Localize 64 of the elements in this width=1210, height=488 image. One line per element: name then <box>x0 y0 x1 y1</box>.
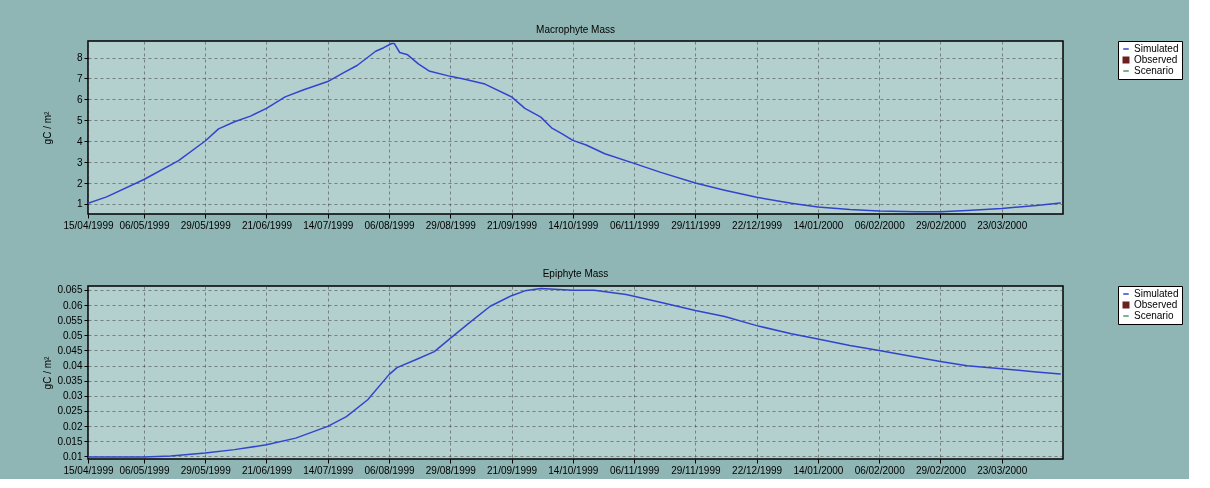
x-tick-label: 06/05/1999 <box>119 464 170 476</box>
line-series <box>88 42 1062 213</box>
y-tick-label: 0.01 <box>63 450 83 462</box>
legend-label: Scenario <box>1134 310 1174 321</box>
y-tick-label: 1 <box>76 198 83 210</box>
x-tick-label: 22/12/1999 <box>732 219 783 231</box>
y-tick-label: 0.025 <box>57 405 83 417</box>
x-tick-label: 21/06/1999 <box>241 464 293 476</box>
y-tick-label: 0.065 <box>57 284 83 296</box>
x-tick-label: 23/03/2000 <box>977 219 1028 231</box>
legend-label: Simulated <box>1134 43 1179 54</box>
x-tick-label: 06/02/2000 <box>854 464 906 476</box>
x-tick-label: 29/02/2000 <box>915 464 967 476</box>
legend-label: Scenario <box>1134 65 1174 76</box>
x-tick-label: 14/10/1999 <box>548 219 599 231</box>
x-tick-label: 14/07/1999 <box>303 219 354 231</box>
y-tick-label: 0.03 <box>63 390 83 402</box>
x-tick-label: 14/01/2000 <box>793 219 844 231</box>
x-tick-label: 29/08/1999 <box>425 464 477 476</box>
y-tick-label: 0.015 <box>57 435 83 447</box>
y-tick-label: 0.035 <box>57 375 83 387</box>
x-tick-label: 06/08/1999 <box>364 219 415 231</box>
x-tick-label: 29/05/1999 <box>180 219 232 231</box>
x-tick-label: 21/06/1999 <box>241 219 293 231</box>
y-tick-label: 2 <box>76 177 83 189</box>
y-tick-label: 4 <box>76 135 83 147</box>
y-tick-label: 6 <box>76 93 83 105</box>
y-tick-label: 5 <box>76 114 83 126</box>
y-tick-label: 0.06 <box>63 299 83 311</box>
x-tick-label: 06/08/1999 <box>364 464 415 476</box>
legend-label: Observed <box>1134 54 1178 65</box>
y-tick-label: 8 <box>76 52 83 64</box>
y-tick-label: 0.05 <box>63 329 83 341</box>
x-tick-label: 29/11/1999 <box>671 464 721 476</box>
x-tick-label: 06/02/2000 <box>854 219 906 231</box>
x-tick-label: 21/09/1999 <box>487 464 538 476</box>
chart-title: Macrophyte Mass <box>536 23 615 35</box>
x-tick-label: 14/07/1999 <box>303 464 354 476</box>
x-tick-label: 06/11/1999 <box>609 464 660 476</box>
y-tick-label: 0.045 <box>57 344 83 356</box>
x-tick-label: 15/04/1999 <box>63 219 114 231</box>
x-tick-label: 22/12/1999 <box>732 464 783 476</box>
x-tick-label: 06/05/1999 <box>119 219 170 231</box>
x-tick-label: 29/02/2000 <box>915 219 967 231</box>
y-tick-label: 0.02 <box>63 420 83 432</box>
x-tick-label: 14/01/2000 <box>793 464 844 476</box>
y-axis-title: gC / m² <box>41 355 53 390</box>
x-tick-label: 21/09/1999 <box>487 219 538 231</box>
x-tick-label: 15/04/1999 <box>63 464 114 476</box>
x-tick-label: 29/05/1999 <box>180 464 232 476</box>
y-tick-label: 3 <box>76 156 83 168</box>
y-axis-title: gC / m² <box>41 110 53 145</box>
line-series <box>88 287 1062 458</box>
x-tick-label: 14/10/1999 <box>548 464 599 476</box>
legend-label: Simulated <box>1134 288 1179 299</box>
y-tick-label: 7 <box>76 72 83 84</box>
y-tick-label: 0.04 <box>63 360 83 372</box>
x-tick-label: 06/11/1999 <box>609 219 660 231</box>
y-tick-label: 0.055 <box>57 314 83 326</box>
x-tick-label: 23/03/2000 <box>977 464 1028 476</box>
x-tick-label: 29/08/1999 <box>425 219 477 231</box>
x-tick-label: 29/11/1999 <box>671 219 721 231</box>
legend-label: Observed <box>1134 299 1178 310</box>
chart-title: Epiphyte Mass <box>542 267 609 279</box>
